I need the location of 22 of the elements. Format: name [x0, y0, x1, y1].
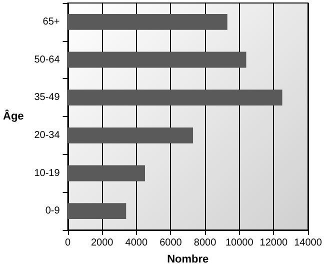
bar	[68, 165, 145, 182]
x-tick-label: 12000	[260, 238, 288, 248]
x-axis-title: Nombre	[167, 254, 209, 266]
x-tick-label: 14000	[294, 238, 322, 248]
bar	[68, 203, 126, 220]
x-tick-label: 8000	[194, 238, 217, 248]
y-tick-label: 20-34	[34, 130, 60, 141]
bar	[68, 127, 194, 144]
x-tick-label: 0	[65, 238, 71, 248]
x-tick-label: 10000	[225, 238, 254, 248]
x-tick-label: 2000	[90, 238, 114, 248]
y-tick-label: 35-49	[34, 92, 60, 104]
bar	[68, 14, 228, 30]
y-tick-label: 10-19	[34, 168, 60, 179]
x-tick-label: 6000	[160, 238, 182, 248]
y-tick-label: 0-9	[45, 206, 60, 217]
bar	[68, 90, 282, 106]
y-axis-title: Âge	[3, 110, 24, 122]
bar	[68, 52, 246, 68]
y-tick-label: 50-64	[34, 54, 60, 66]
y-tick-label: 65+	[42, 16, 60, 28]
x-tick-label: 4000	[125, 238, 148, 248]
